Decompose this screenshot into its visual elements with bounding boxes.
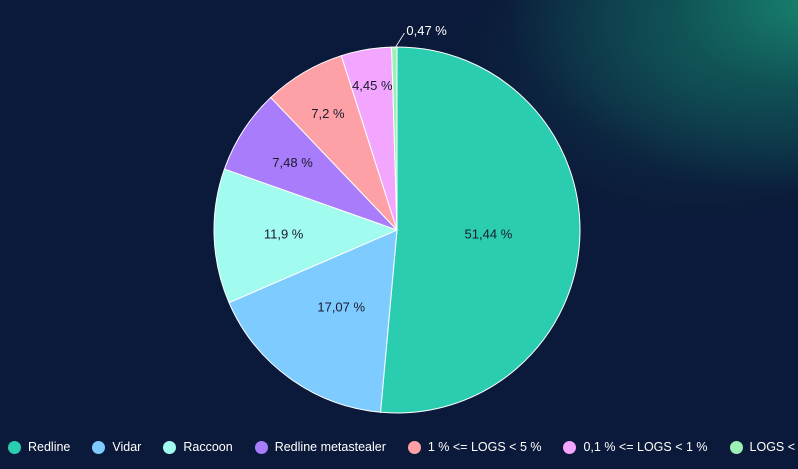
legend-marker: [8, 440, 21, 454]
legend-marker: [254, 440, 268, 454]
legend-label: LOGS < 0,1 %: [749, 440, 798, 454]
legend-label: 0,1 % <= LOGS < 1 %: [583, 440, 708, 454]
legend-marker: [163, 440, 177, 454]
legend-label: Redline metastealer: [274, 440, 386, 454]
pie-slice-raccoon: [213, 168, 399, 304]
chart-legend: Redline Vidar Raccoon Redline metastealer 1 …: [8, 437, 798, 457]
pie-chart: 51,44 % 17,07 % 11,9 % 7,48 % 7,2 % 4,45 % 0,4…: [213, 23, 581, 414]
legend-label: Raccoon: [183, 440, 233, 454]
legend-item-logs-0-1: LOGS < 0,1 %: [729, 440, 798, 454]
legend-label: Vidar: [112, 440, 142, 454]
leader-line-logs-0-1: [393, 32, 405, 50]
slice-label-logs-0-1: 0,47 %: [406, 23, 447, 38]
legend-item-0-1-logs-1: 0,1 % <= LOGS < 1 %: [563, 440, 708, 454]
legend-item-vidar: Vidar: [92, 440, 141, 454]
legend-label: 1 % <= LOGS < 5 %: [427, 440, 542, 454]
legend-marker: [729, 440, 743, 454]
slice-label-raccoon: 11,9 %: [264, 226, 304, 241]
slice-label-redline-metastealer: 7,48 %: [272, 155, 313, 170]
legend-item-raccoon: Raccoon: [163, 440, 233, 454]
slice-label-1-logs-5: 7,2 %: [311, 106, 345, 121]
legend-item-redline: Redline: [8, 440, 70, 454]
pie-slice-logs-0-1: [391, 46, 398, 231]
legend-item-1-logs-5: 1 % <= LOGS < 5 %: [407, 440, 542, 454]
slice-label-vidar: 17,07 %: [317, 300, 365, 315]
legend-item-redline-metastealer: Redline metastealer: [254, 440, 386, 454]
slice-label-redline: 51,44 %: [465, 227, 513, 242]
legend-label: Redline: [28, 440, 71, 454]
pie-slice-vidar: [228, 229, 398, 413]
legend-marker: [407, 440, 421, 454]
legend-marker: [92, 440, 106, 454]
pie-slice-redline: [379, 46, 581, 414]
legend-marker: [563, 440, 577, 454]
slice-label-0-1-logs-1: 4,45 %: [352, 78, 393, 93]
